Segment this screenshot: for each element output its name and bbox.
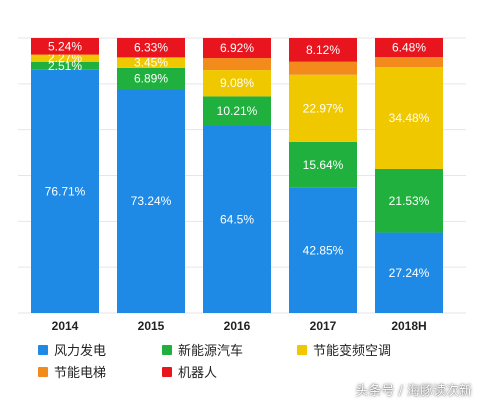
data-label-wind-2017: 42.85%	[303, 243, 344, 257]
legend-swatch-wind	[38, 344, 48, 355]
data-label-wind-2016: 64.5%	[220, 212, 254, 226]
data-label-robot-2014: 5.24%	[48, 39, 82, 53]
bar-segment-elevator-2017	[289, 61, 357, 75]
stacked-bar-chart: 76.71% 2.51%2.27%5.24% 2014 73.24% 6.89%3.45…	[18, 37, 466, 333]
bar-segment-nev-2015	[117, 67, 185, 89]
legend-swatch-nev	[162, 344, 172, 355]
bar-segment-ac-2016	[203, 70, 271, 97]
data-label-robot-2017: 8.12%	[306, 43, 340, 57]
data-label-nev-2016: 10.21%	[217, 104, 258, 118]
legend-item-wind: 风力发电	[38, 340, 106, 359]
bar-segment-nev-2018H	[375, 168, 443, 233]
data-label-robot-2018H: 6.48%	[392, 41, 426, 55]
bar-segment-wind-2017	[289, 187, 357, 313]
bar-segment-robot-2015	[117, 38, 185, 58]
legend-label-elevator: 节能电梯	[54, 366, 107, 381]
data-label-nev-2015: 6.89%	[134, 71, 168, 85]
data-label-wind-2018H: 27.24%	[389, 266, 430, 280]
bar-segment-wind-2016	[203, 125, 271, 314]
bar-segment-robot-2018H	[375, 38, 443, 58]
watermark: 头条号 / 海豚读次新	[355, 384, 472, 399]
x-tick-label-2016: 2016	[224, 319, 251, 333]
x-tick-label-2014: 2014	[52, 319, 79, 333]
data-label-ac-2016: 9.08%	[220, 76, 254, 90]
legend-item-elevator: 节能电梯	[38, 362, 106, 381]
bar-segment-ac-2014	[31, 54, 99, 62]
x-tick-label-2015: 2015	[138, 319, 165, 333]
data-label-robot-2015: 6.33%	[134, 41, 168, 55]
legend-swatch-ac	[297, 344, 307, 355]
bar-segment-wind-2018H	[375, 232, 443, 313]
legend-swatch-elevator	[38, 366, 48, 377]
bar-segment-nev-2017	[289, 141, 357, 188]
data-label-nev-2014: 2.51%	[48, 59, 82, 73]
data-label-nev-2017: 15.64%	[303, 158, 344, 172]
x-tick-label-2017: 2017	[310, 319, 337, 333]
data-label-ac-2018H: 34.48%	[389, 111, 430, 125]
bar-segment-ac-2018H	[375, 67, 443, 169]
data-label-nev-2018H: 21.53%	[389, 194, 430, 208]
legend-item-nev: 新能源汽车	[162, 340, 243, 359]
bar-segment-wind-2014	[31, 69, 99, 313]
legend-item-ac: 节能变频空调	[297, 340, 391, 359]
x-tick-label-2018H: 2018H	[391, 319, 426, 333]
bar-segment-ac-2015	[117, 57, 185, 68]
bar-segment-wind-2015	[117, 88, 185, 314]
bar-segment-robot-2016	[203, 38, 271, 59]
bar-segment-robot-2014	[31, 38, 99, 55]
data-label-robot-2016: 6.92%	[220, 41, 254, 55]
bar-segment-ac-2017	[289, 74, 357, 142]
legend-item-robot: 机器人	[162, 362, 217, 381]
legend: 风力发电 新能源汽车 节能变频空调 节能电梯 机器人	[0, 336, 482, 386]
bar-segment-elevator-2016	[203, 58, 271, 71]
data-label-wind-2014: 76.71%	[45, 184, 86, 198]
data-label-ac-2015: 3.45%	[134, 56, 168, 70]
legend-label-ac: 节能变频空调	[313, 344, 392, 359]
legend-label-wind: 风力发电	[54, 344, 107, 359]
bar-segment-elevator-2018H	[375, 57, 443, 68]
bar-segment-robot-2017	[289, 38, 357, 62]
legend-label-robot: 机器人	[178, 366, 218, 381]
data-label-ac-2017: 22.97%	[303, 101, 344, 115]
legend-swatch-robot	[162, 366, 172, 377]
legend-label-nev: 新能源汽车	[178, 344, 244, 359]
bar-segment-nev-2016	[203, 96, 271, 126]
data-label-wind-2015: 73.24%	[131, 194, 172, 208]
bar-segment-nev-2014	[31, 61, 99, 70]
data-label-ac-2014: 2.27%	[48, 51, 82, 65]
